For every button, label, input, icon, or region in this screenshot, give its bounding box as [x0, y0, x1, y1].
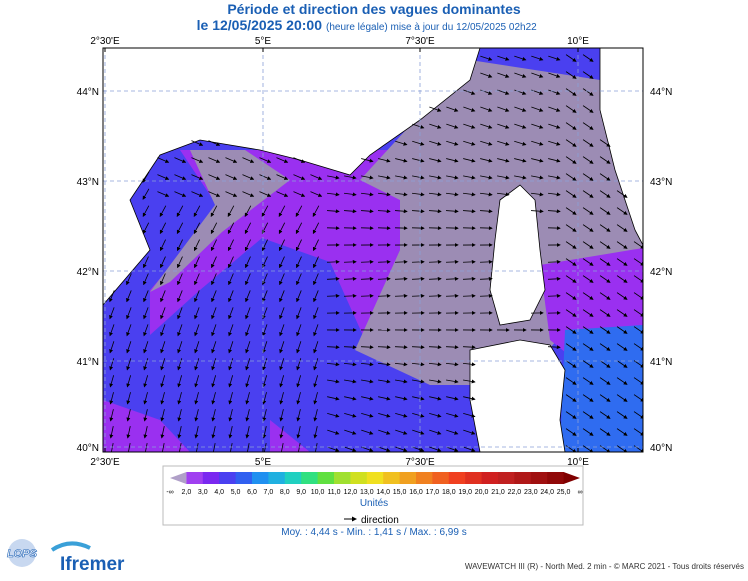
- lat-label: 40°N: [650, 443, 672, 454]
- legend-label: 11,0: [327, 489, 340, 496]
- unit: Unités: [360, 498, 388, 509]
- legend-label: ∞: [578, 489, 583, 496]
- color-swatch: [400, 472, 417, 484]
- land: [470, 340, 565, 452]
- lat-label: 44°N: [77, 87, 99, 98]
- lon-label: 10°E: [567, 36, 589, 47]
- legend-label: 6,0: [247, 489, 257, 496]
- color-swatch: [252, 472, 269, 484]
- legend-label: 9,0: [296, 489, 306, 496]
- legend-label: -∞: [166, 489, 173, 496]
- color-swatch: [268, 472, 285, 484]
- ifremer-wave: [52, 543, 90, 550]
- color-swatch: [498, 472, 515, 484]
- color-swatch: [449, 472, 466, 484]
- arrow: [361, 296, 373, 297]
- legend-label: 16,0: [409, 489, 423, 496]
- legend-label: 22,0: [508, 489, 522, 496]
- color-swatch: [350, 472, 367, 484]
- color-swatch: [203, 472, 220, 484]
- lat-label: 43°N: [77, 177, 99, 188]
- lon-label: 7°30'E: [405, 36, 435, 47]
- color-swatch: [514, 472, 531, 484]
- arrow: [480, 296, 492, 297]
- legend-label: 10,0: [311, 489, 325, 496]
- color-swatch: [186, 472, 203, 484]
- color-swatch: [318, 472, 335, 484]
- lops: LOPS: [7, 548, 38, 560]
- legend-label: 17,0: [426, 489, 440, 496]
- arrow: [548, 296, 560, 297]
- lat-label: 42°N: [650, 267, 672, 278]
- arrow: [429, 296, 441, 297]
- lon-label: 5°E: [255, 36, 272, 47]
- legend-label: 4,0: [214, 489, 224, 496]
- footer: WAVEWATCH III (R) - North Med. 2 min - ©…: [465, 562, 744, 571]
- lat-label: 41°N: [650, 357, 672, 368]
- color-swatch: [432, 472, 449, 484]
- map-area: [103, 48, 644, 455]
- direction: direction: [361, 515, 399, 526]
- legend-label: 15,0: [393, 489, 407, 496]
- color-swatch: [219, 472, 236, 484]
- color-swatch: [547, 472, 564, 484]
- legend-label: 20,0: [475, 489, 489, 496]
- title: Période et direction des vagues dominant…: [227, 1, 521, 17]
- lat-label: 40°N: [77, 443, 99, 454]
- lon-label: 2°30'E: [90, 36, 120, 47]
- color-swatch: [236, 472, 253, 484]
- arrow: [395, 296, 407, 297]
- arrow: [463, 296, 475, 297]
- legend-label: 24,0: [540, 489, 554, 496]
- arrow: [344, 296, 356, 297]
- color-swatch: [383, 472, 400, 484]
- lat-label: 44°N: [650, 87, 672, 98]
- legend-label: 2,0: [182, 489, 192, 496]
- legend-label: 5,0: [231, 489, 241, 496]
- legend-label: 14,0: [376, 489, 390, 496]
- legend-label: 19,0: [458, 489, 472, 496]
- legend-label: 3,0: [198, 489, 208, 496]
- color-swatch: [482, 472, 499, 484]
- legend-label: 13,0: [360, 489, 374, 496]
- legend-label: 23,0: [524, 489, 538, 496]
- color-swatch: [416, 472, 433, 484]
- lat-label: 42°N: [77, 267, 99, 278]
- update: (heure légale) mise à jour du 12/05/2025…: [326, 22, 537, 33]
- color-swatch: [285, 472, 302, 484]
- legend-label: 25,0: [557, 489, 571, 496]
- color-swatch: [301, 472, 318, 484]
- color-swatch: [531, 472, 548, 484]
- lat-label: 43°N: [650, 177, 672, 188]
- lon-label: 2°30'E: [90, 457, 120, 468]
- legend-label: 8,0: [280, 489, 290, 496]
- stats: Moy. : 4,44 s - Min. : 1,41 s / Max. : 6…: [281, 527, 466, 538]
- color-swatch: [465, 472, 482, 484]
- arrow: [412, 296, 424, 297]
- arrow: [446, 296, 458, 297]
- arrow: [327, 296, 339, 297]
- legend-label: 18,0: [442, 489, 456, 496]
- color-swatch: [334, 472, 351, 484]
- legend-label: 7,0: [264, 489, 274, 496]
- legend-label: 21,0: [491, 489, 505, 496]
- lat-label: 41°N: [77, 357, 99, 368]
- ifremer: Ifremer: [60, 554, 125, 575]
- color-swatch: [367, 472, 384, 484]
- date: le 12/05/2025 20:00: [197, 17, 323, 33]
- arrow: [378, 296, 390, 297]
- legend-label: 12,0: [344, 489, 358, 496]
